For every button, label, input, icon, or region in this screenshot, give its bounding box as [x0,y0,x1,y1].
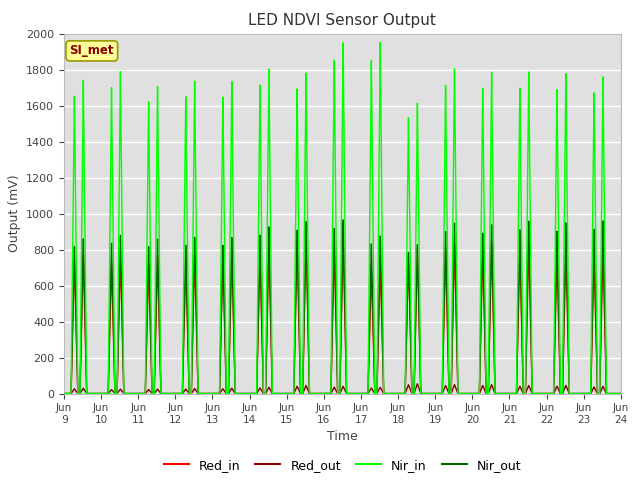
Red_out [415,387,423,393]
Nir_out [339,217,347,223]
Nir_in [60,391,68,396]
Red_out [413,381,421,386]
Y-axis label: Output (mV): Output (mV) [8,175,20,252]
Title: LED NDVI Sensor Output: LED NDVI Sensor Output [248,13,436,28]
Nir_in [376,40,384,46]
Nir_out [559,349,567,355]
Red_in [559,356,567,361]
Red_out [310,391,318,396]
Nir_in [609,391,617,396]
Nir_in [616,391,623,396]
Nir_out [609,391,617,396]
Line: Nir_out: Nir_out [64,220,621,394]
Nir_out [310,391,318,396]
Nir_out [415,330,423,336]
Red_out [559,389,567,395]
Nir_out [616,391,623,396]
Nir_in [415,273,423,279]
Red_out [617,391,625,396]
Line: Nir_in: Nir_in [64,43,621,394]
Red_in [302,233,310,239]
Line: Red_out: Red_out [64,384,621,394]
Nir_out [544,391,552,396]
Red_out [609,391,617,396]
Nir_out [60,391,68,396]
Red_out [616,391,623,396]
Red_out [60,391,68,396]
Red_in [617,391,625,396]
Nir_in [544,391,552,396]
Nir_out [617,391,625,396]
Nir_in [559,313,567,319]
Nir_in [310,391,318,396]
Red_in [415,331,423,337]
Nir_in [617,391,625,396]
X-axis label: Time: Time [327,431,358,444]
Red_in [60,391,68,396]
Red_in [310,391,318,396]
Red_in [544,391,552,396]
Text: SI_met: SI_met [70,44,114,58]
Red_in [616,391,623,396]
Red_in [609,391,617,396]
Red_out [544,391,552,396]
Legend: Red_in, Red_out, Nir_in, Nir_out: Red_in, Red_out, Nir_in, Nir_out [159,454,526,477]
Line: Red_in: Red_in [64,236,621,394]
